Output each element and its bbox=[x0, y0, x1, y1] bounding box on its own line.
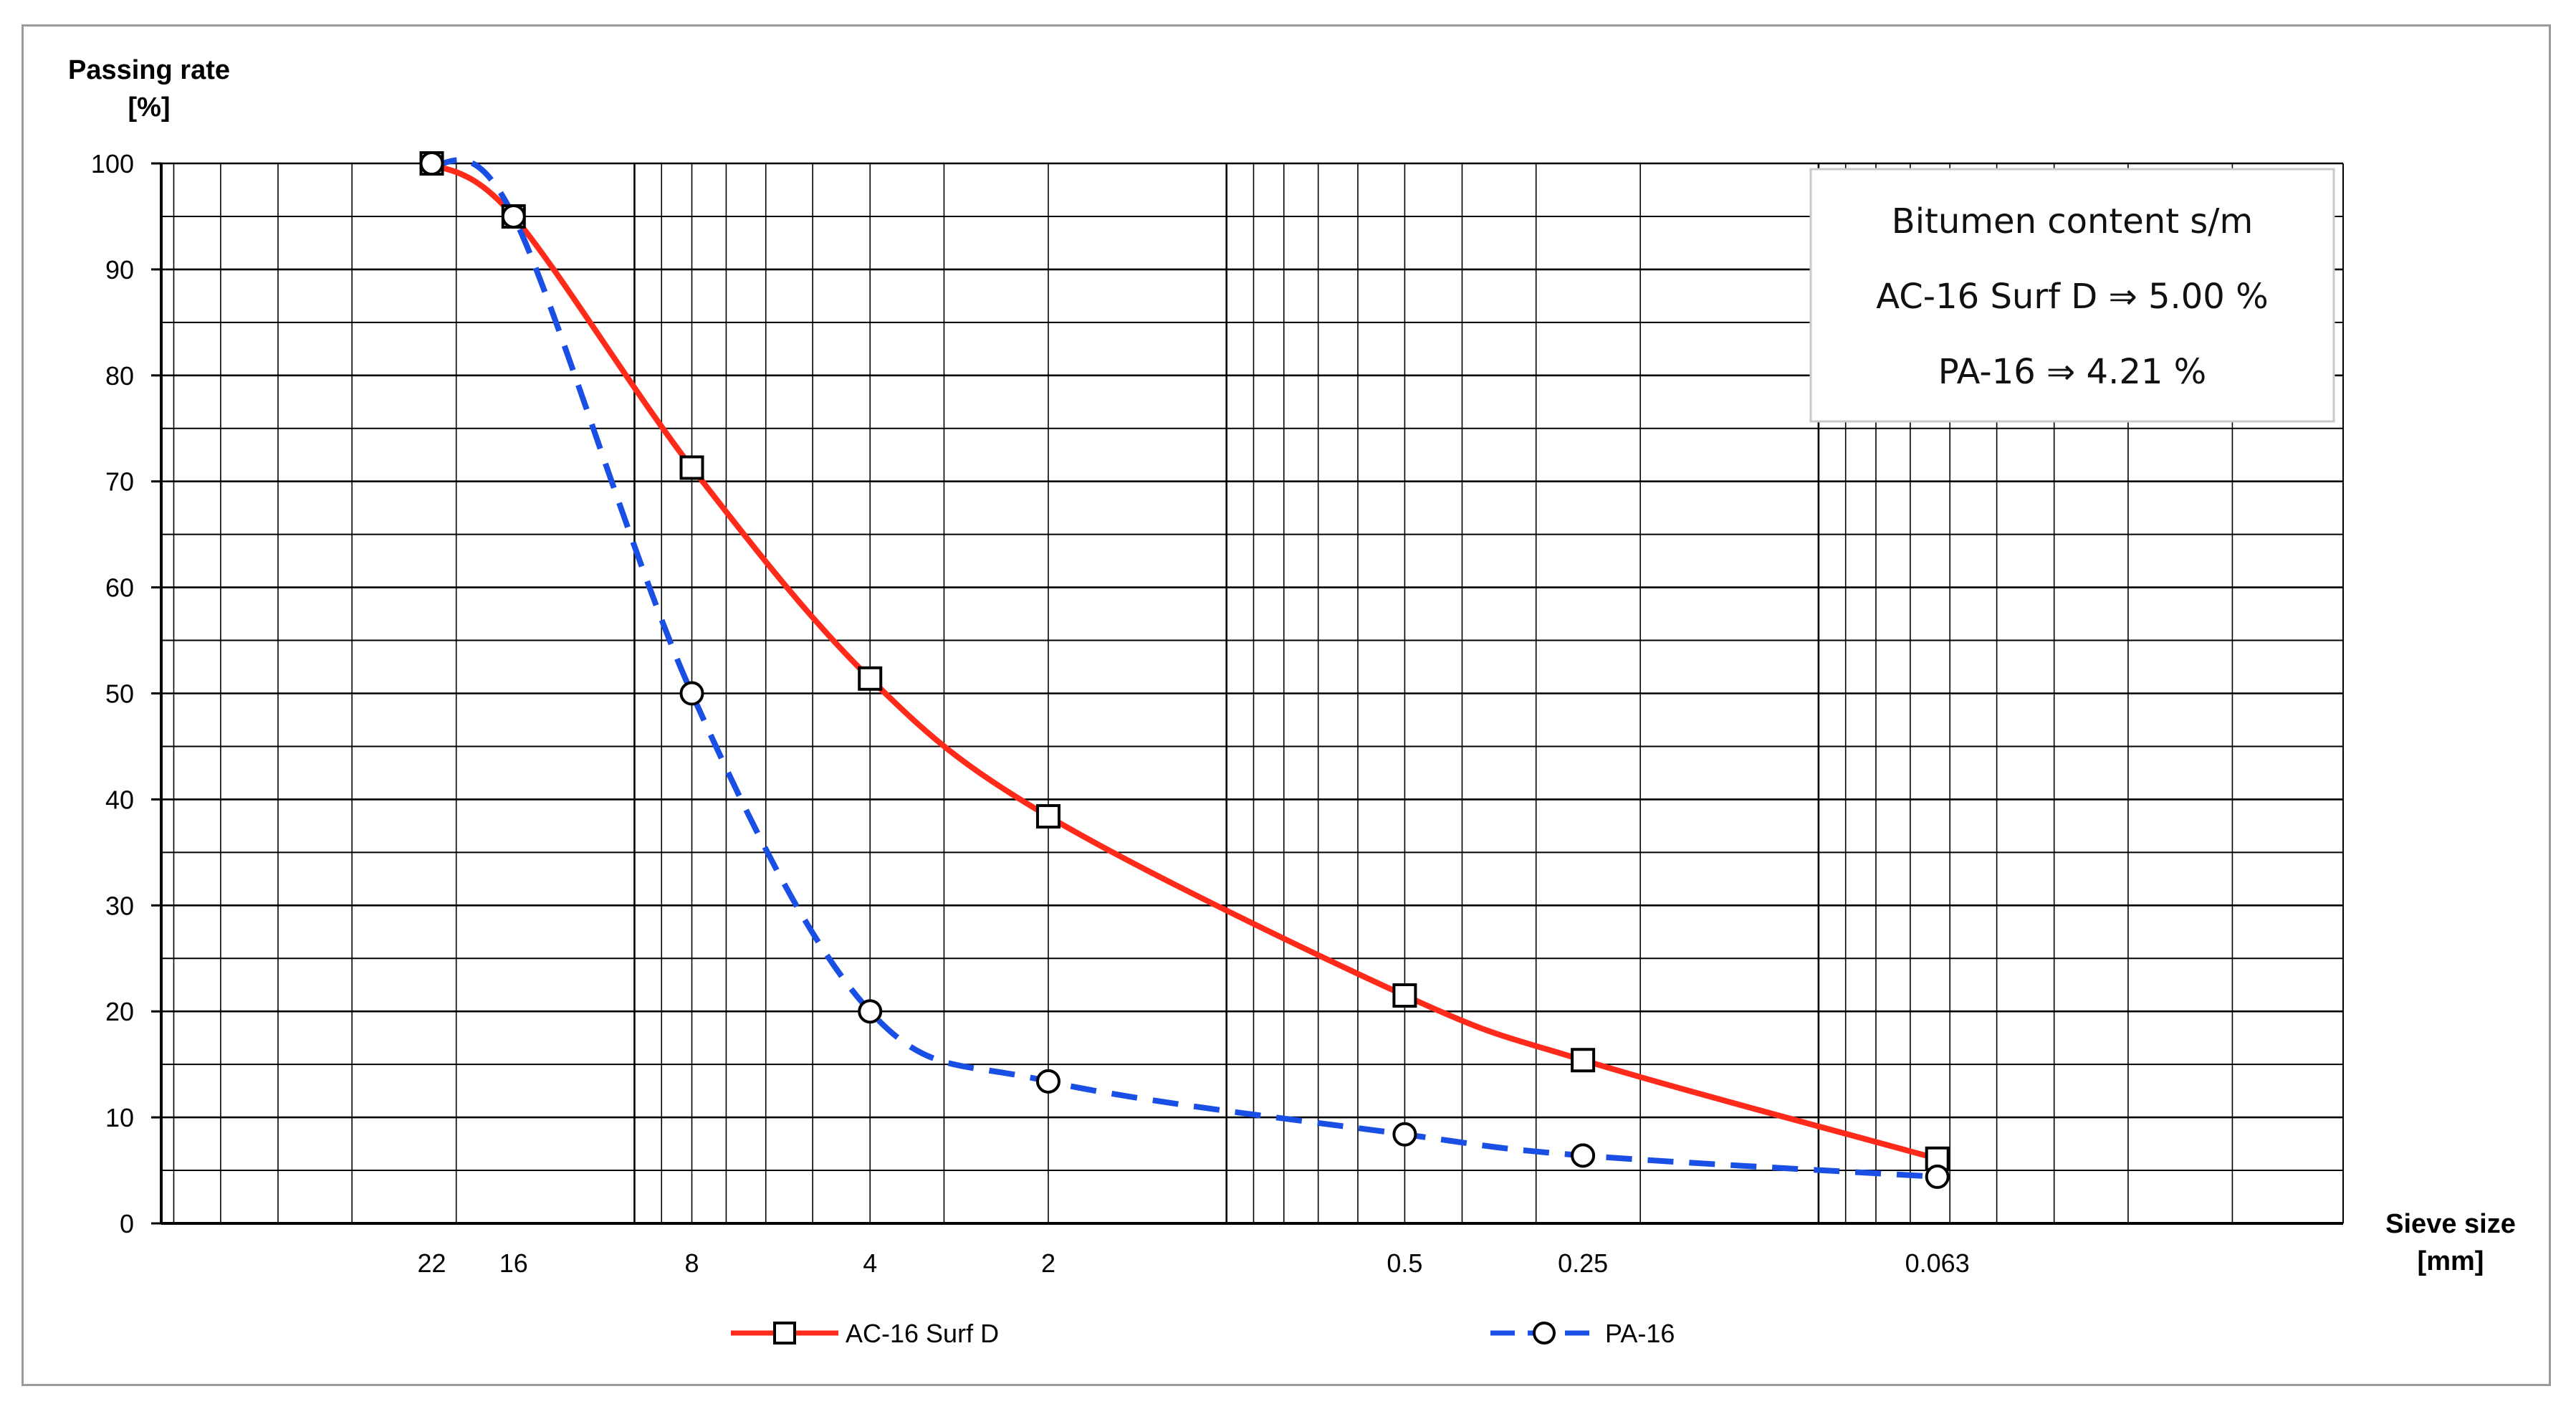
x-tick-label: 0.5 bbox=[1387, 1248, 1422, 1278]
x-tick-label: 0.25 bbox=[1558, 1248, 1608, 1278]
data-point-pa16 bbox=[1035, 1069, 1060, 1094]
y-tick-label: 50 bbox=[105, 679, 134, 709]
y-axis-label-line1: Passing rate bbox=[68, 55, 230, 85]
annotation-line-3: PA-16 ⇒ 4.21 % bbox=[1938, 352, 2207, 392]
y-tick-label: 0 bbox=[120, 1209, 134, 1238]
data-point-pa16 bbox=[1392, 1122, 1417, 1147]
x-tick-label: 4 bbox=[863, 1248, 877, 1278]
y-tick-label: 40 bbox=[105, 785, 134, 814]
grid bbox=[161, 162, 2343, 1225]
data-point-ac16 bbox=[1571, 1048, 1596, 1073]
y-tick-label: 20 bbox=[105, 997, 134, 1026]
y-tick-label: 100 bbox=[91, 149, 134, 178]
data-point-pa16 bbox=[1571, 1143, 1596, 1168]
y-tick-label: 70 bbox=[105, 467, 134, 497]
data-point-ac16 bbox=[1035, 804, 1060, 829]
x-tick-label: 0.063 bbox=[1905, 1248, 1970, 1278]
data-point-ac16 bbox=[858, 666, 883, 691]
data-point-pa16 bbox=[679, 681, 704, 706]
data-point-pa16 bbox=[419, 151, 444, 176]
y-tick-label: 30 bbox=[105, 891, 134, 920]
legend: AC-16 Surf D PA-16 bbox=[731, 1319, 1675, 1348]
legend-label-ac16: AC-16 Surf D bbox=[846, 1319, 999, 1348]
legend-marker-pa16 bbox=[1533, 1322, 1556, 1344]
legend-item-ac16: AC-16 Surf D bbox=[731, 1319, 999, 1348]
legend-item-pa16: PA-16 bbox=[1490, 1319, 1675, 1348]
y-axis-label-line2: [%] bbox=[128, 92, 170, 123]
tick-labels: 0 10 20 30 40 50 60 70 80 90 100 22 16 8 4 2 0.5 0.25 0.06… bbox=[91, 149, 1970, 1278]
series-line-ac16 bbox=[430, 161, 1938, 1162]
legend-marker-ac16 bbox=[773, 1322, 796, 1344]
x-axis-label-line1: Sieve size bbox=[2385, 1209, 2516, 1239]
data-point-pa16 bbox=[501, 204, 526, 229]
x-tick-label: 22 bbox=[417, 1248, 446, 1278]
annotation-line-1: Bitumen content s/m bbox=[1892, 201, 2253, 242]
data-point-pa16 bbox=[1925, 1164, 1950, 1189]
annotation-line-2: AC-16 Surf D ⇒ 5.00 % bbox=[1876, 277, 2268, 317]
y-tick-label: 80 bbox=[105, 361, 134, 391]
y-tick-label: 90 bbox=[105, 255, 134, 285]
legend-label-pa16: PA-16 bbox=[1605, 1319, 1675, 1348]
annotation-box: Bitumen content s/m AC-16 Surf D ⇒ 5.00 … bbox=[1809, 168, 2335, 423]
series-line-pa16 bbox=[430, 157, 1938, 1180]
data-point-ac16 bbox=[1392, 983, 1417, 1008]
x-axis-label-line2: [mm] bbox=[2418, 1246, 2484, 1276]
data-point-pa16 bbox=[858, 999, 883, 1024]
chart-frame bbox=[21, 24, 2551, 1386]
y-tick-label: 10 bbox=[105, 1103, 134, 1132]
x-tick-label: 16 bbox=[499, 1248, 528, 1278]
data-point-ac16 bbox=[679, 455, 704, 480]
x-tick-label: 2 bbox=[1041, 1248, 1055, 1278]
y-tick-label: 60 bbox=[105, 573, 134, 603]
x-tick-label: 8 bbox=[684, 1248, 699, 1278]
series-group bbox=[419, 151, 1950, 1189]
axes bbox=[160, 163, 2344, 1225]
